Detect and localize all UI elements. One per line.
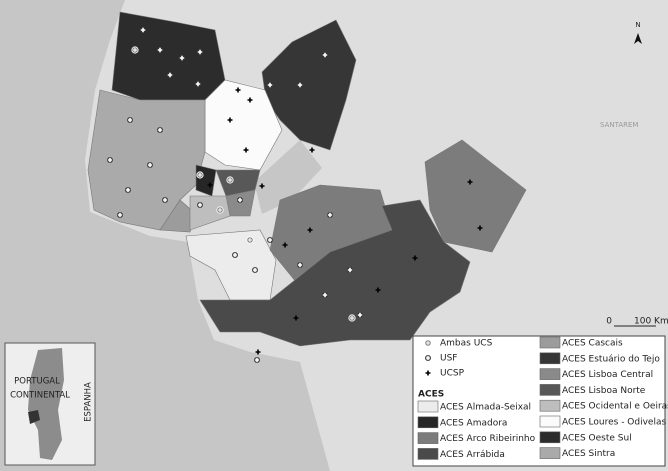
legend-label: ACES Estuário do Tejo — [562, 354, 660, 364]
symbol-usf-inner — [127, 117, 133, 123]
scale-zero: 0 — [606, 317, 612, 327]
symbol-ucsp — [207, 182, 213, 188]
symbol-ucsp — [425, 370, 431, 376]
symbol-ucsp — [477, 225, 483, 231]
symbol-both-cross — [248, 238, 252, 242]
legend-swatch — [539, 431, 561, 444]
symbol-usf-inner — [425, 355, 431, 361]
symbol-ucsp — [255, 349, 261, 355]
symbol-ucsp — [293, 315, 299, 321]
legend-label: ACES Arco Ribeirinho — [440, 434, 536, 444]
symbol-usf-inner — [297, 82, 303, 88]
symbol-usf-inner — [157, 127, 163, 133]
symbol-usf-inner — [267, 237, 273, 243]
legend-label: ACES Oeste Sul — [562, 433, 632, 443]
symbol-usf-inner — [147, 162, 153, 168]
symbol-usf-inner — [140, 27, 146, 33]
symbol-both-cross — [426, 341, 430, 345]
legend-label: ACES Loures - Odivelas — [562, 418, 666, 428]
symbol-ucsp — [235, 87, 241, 93]
symbol-usf-inner — [297, 262, 303, 268]
symbol-usf-inner — [117, 212, 123, 218]
symbol-usf-inner — [162, 197, 168, 203]
symbol-usf-inner — [197, 202, 203, 208]
symbol-usf-inner — [167, 72, 173, 78]
markers — [107, 27, 483, 363]
symbol-usf-inner — [195, 81, 201, 87]
symbol-ucsp — [282, 242, 288, 248]
scale-label: 100 Km — [634, 317, 668, 327]
symbol-ucsp — [467, 179, 473, 185]
inset-area — [28, 410, 40, 424]
symbol-usf-inner — [107, 157, 113, 163]
inset-country — [28, 348, 64, 460]
symbol-ucsp — [259, 183, 265, 189]
symbol-both-cross — [198, 173, 202, 177]
symbol-usf-inner — [125, 187, 131, 193]
region — [195, 164, 217, 197]
legend-swatch — [417, 432, 439, 444]
north-label: N — [635, 21, 640, 29]
legend-label: UCSP — [440, 369, 465, 379]
legend-swatch — [417, 400, 439, 413]
symbol-ucsp — [309, 147, 315, 153]
symbol-usf-inner — [322, 292, 328, 298]
inset-label: PORTUGAL — [14, 377, 60, 387]
symbol-usf-inner — [197, 49, 203, 55]
symbol-usf-inner — [252, 267, 258, 273]
legend-label: Ambas UCS — [440, 339, 493, 349]
regions — [87, 11, 527, 347]
symbol-usf-inner — [322, 52, 328, 58]
place-label: SANTAREM — [600, 121, 638, 129]
legend-label: ACES Lisboa Norte — [562, 386, 646, 396]
legend-label: ACES Sintra — [562, 449, 615, 459]
river — [254, 140, 322, 214]
symbol-usf-inner — [179, 55, 185, 61]
legend-swatch — [539, 399, 561, 412]
symbol-ucsp — [227, 117, 233, 123]
legend-items: Ambas UCS USF UCSP ACES ACES Almada-Seixal AC… — [417, 336, 668, 460]
legend-label: ACES Arrábida — [440, 450, 505, 460]
symbol-usf-inner — [237, 197, 243, 203]
symbol-both-cross — [350, 316, 354, 320]
legend-swatch — [539, 415, 561, 428]
symbol-usf-inner — [254, 357, 260, 363]
legend-swatch — [539, 352, 561, 365]
legend-label: USF — [440, 354, 457, 364]
symbol-usf-inner — [232, 252, 238, 258]
legend-swatch — [417, 448, 439, 460]
symbol-ucsp — [307, 227, 313, 233]
symbol-ucsp — [243, 147, 249, 153]
legend-label: ACES Lisboa Central — [562, 370, 653, 380]
legend-swatch — [539, 447, 561, 459]
symbol-usf-inner — [347, 267, 353, 273]
symbol-ucsp — [247, 97, 253, 103]
legend-swatch — [539, 384, 561, 396]
symbol-both-cross — [228, 178, 232, 182]
legend-label: ACES Ocidental e Oeiras — [562, 402, 668, 412]
legend — [412, 335, 666, 467]
inset-neighbor: ESPANHA — [84, 382, 94, 422]
legend-label: ACES Cascais — [562, 339, 623, 349]
symbol-usf-inner — [267, 82, 273, 88]
legend-label: ACES Amadora — [440, 418, 507, 428]
symbol-both-cross — [218, 208, 222, 212]
region — [199, 199, 471, 347]
legend-swatch — [539, 336, 561, 349]
symbol-ucsp — [375, 287, 381, 293]
region — [204, 79, 283, 171]
region — [424, 139, 527, 253]
legend-label: ACES Almada-Seixal — [440, 403, 531, 413]
legend-swatch — [539, 368, 561, 380]
symbol-usf-inner — [327, 212, 333, 218]
north-arrow — [634, 33, 642, 44]
symbol-usf-inner — [157, 47, 163, 53]
inset-label: CONTINENTAL — [10, 391, 70, 401]
legend-swatch — [417, 416, 439, 429]
symbol-usf-inner — [357, 312, 363, 318]
legend-title: ACES — [418, 390, 444, 400]
symbol-ucsp — [412, 255, 418, 261]
symbol-both-cross — [133, 48, 137, 52]
